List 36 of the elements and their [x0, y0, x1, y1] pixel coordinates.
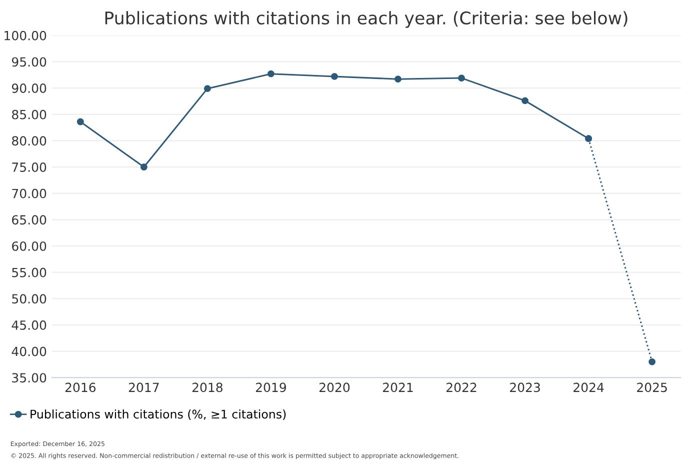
y-tick-label: 35.00	[12, 373, 46, 383]
y-tick-label: 55.00	[12, 268, 46, 278]
y-tick-label: 70.00	[12, 188, 46, 198]
y-tick-label: 50.00	[12, 294, 46, 304]
y-tick-label: 80.00	[12, 136, 46, 146]
point	[76, 118, 84, 126]
point	[267, 70, 274, 78]
x-tick-label: 2022	[446, 382, 476, 392]
point	[585, 135, 592, 142]
x-tick-label: 2021	[383, 382, 413, 392]
x-tick-label: 2016	[65, 382, 96, 392]
point	[394, 76, 402, 83]
y-tick-label: 60.00	[12, 241, 46, 251]
x-tick-label: 2017	[128, 382, 159, 392]
point	[204, 85, 211, 92]
point	[458, 74, 465, 82]
y-tick-label: 100.00	[4, 30, 46, 40]
y-tick-label: 75.00	[12, 162, 46, 172]
x-tick-label: 2024	[574, 382, 604, 392]
x-tick-label: 2020	[319, 382, 350, 392]
point	[140, 164, 148, 170]
y-tick-label: 40.00	[12, 346, 46, 356]
y-tick-label: 85.00	[12, 110, 46, 120]
point	[522, 97, 528, 104]
x-tick-label: 2023	[510, 382, 540, 392]
legend-label: Publications with citations (%, ≥1 citations)	[30, 409, 286, 420]
y-tick-label: 65.00	[12, 215, 46, 225]
point	[648, 358, 656, 366]
chart-title: Publications with citations in each year. (Criteria: see below)	[105, 11, 628, 28]
x-tick-label: 2018	[192, 382, 222, 392]
point	[331, 72, 338, 80]
x-tick-label: 2019	[256, 382, 286, 392]
y-tick-label: 45.00	[12, 320, 46, 330]
x-tick-label: 2025	[637, 382, 667, 392]
y-tick-label: 95.00	[12, 57, 46, 67]
y-tick-label: 90.00	[12, 84, 46, 93]
